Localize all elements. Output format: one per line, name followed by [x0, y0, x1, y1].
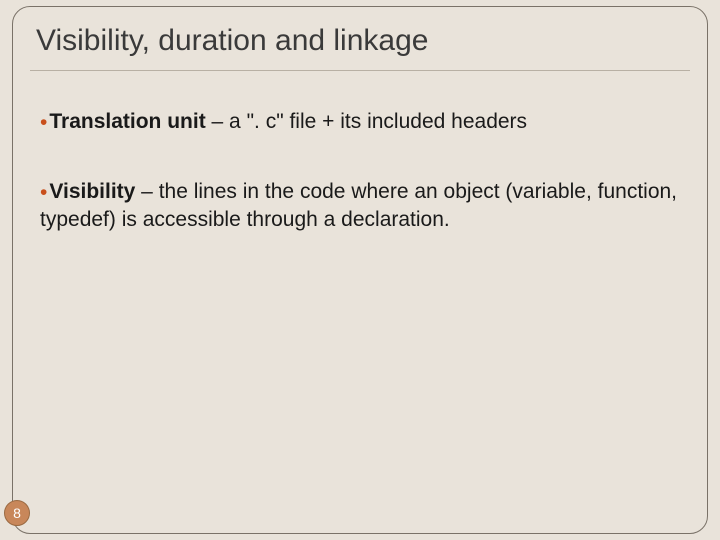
- bullet-dot-icon: •: [40, 111, 47, 134]
- bullet-2-term: Visibility: [49, 180, 135, 203]
- title-divider: [30, 70, 690, 71]
- slide-title: Visibility, duration and linkage: [36, 24, 428, 58]
- bullet-1-term: Translation unit: [49, 110, 205, 133]
- bullet-2-text: – the lines in the code where an object …: [40, 180, 677, 231]
- bullet-1-text: – a ". c" file + its included headers: [206, 110, 527, 133]
- bullet-item-2: •Visibility – the lines in the code wher…: [40, 178, 680, 233]
- slide-frame: [12, 6, 708, 534]
- bullet-item-1: •Translation unit – a ". c" file + its i…: [40, 108, 680, 136]
- bullet-dot-icon: •: [40, 181, 47, 204]
- page-number-badge: 8: [4, 500, 30, 526]
- page-number: 8: [13, 505, 21, 521]
